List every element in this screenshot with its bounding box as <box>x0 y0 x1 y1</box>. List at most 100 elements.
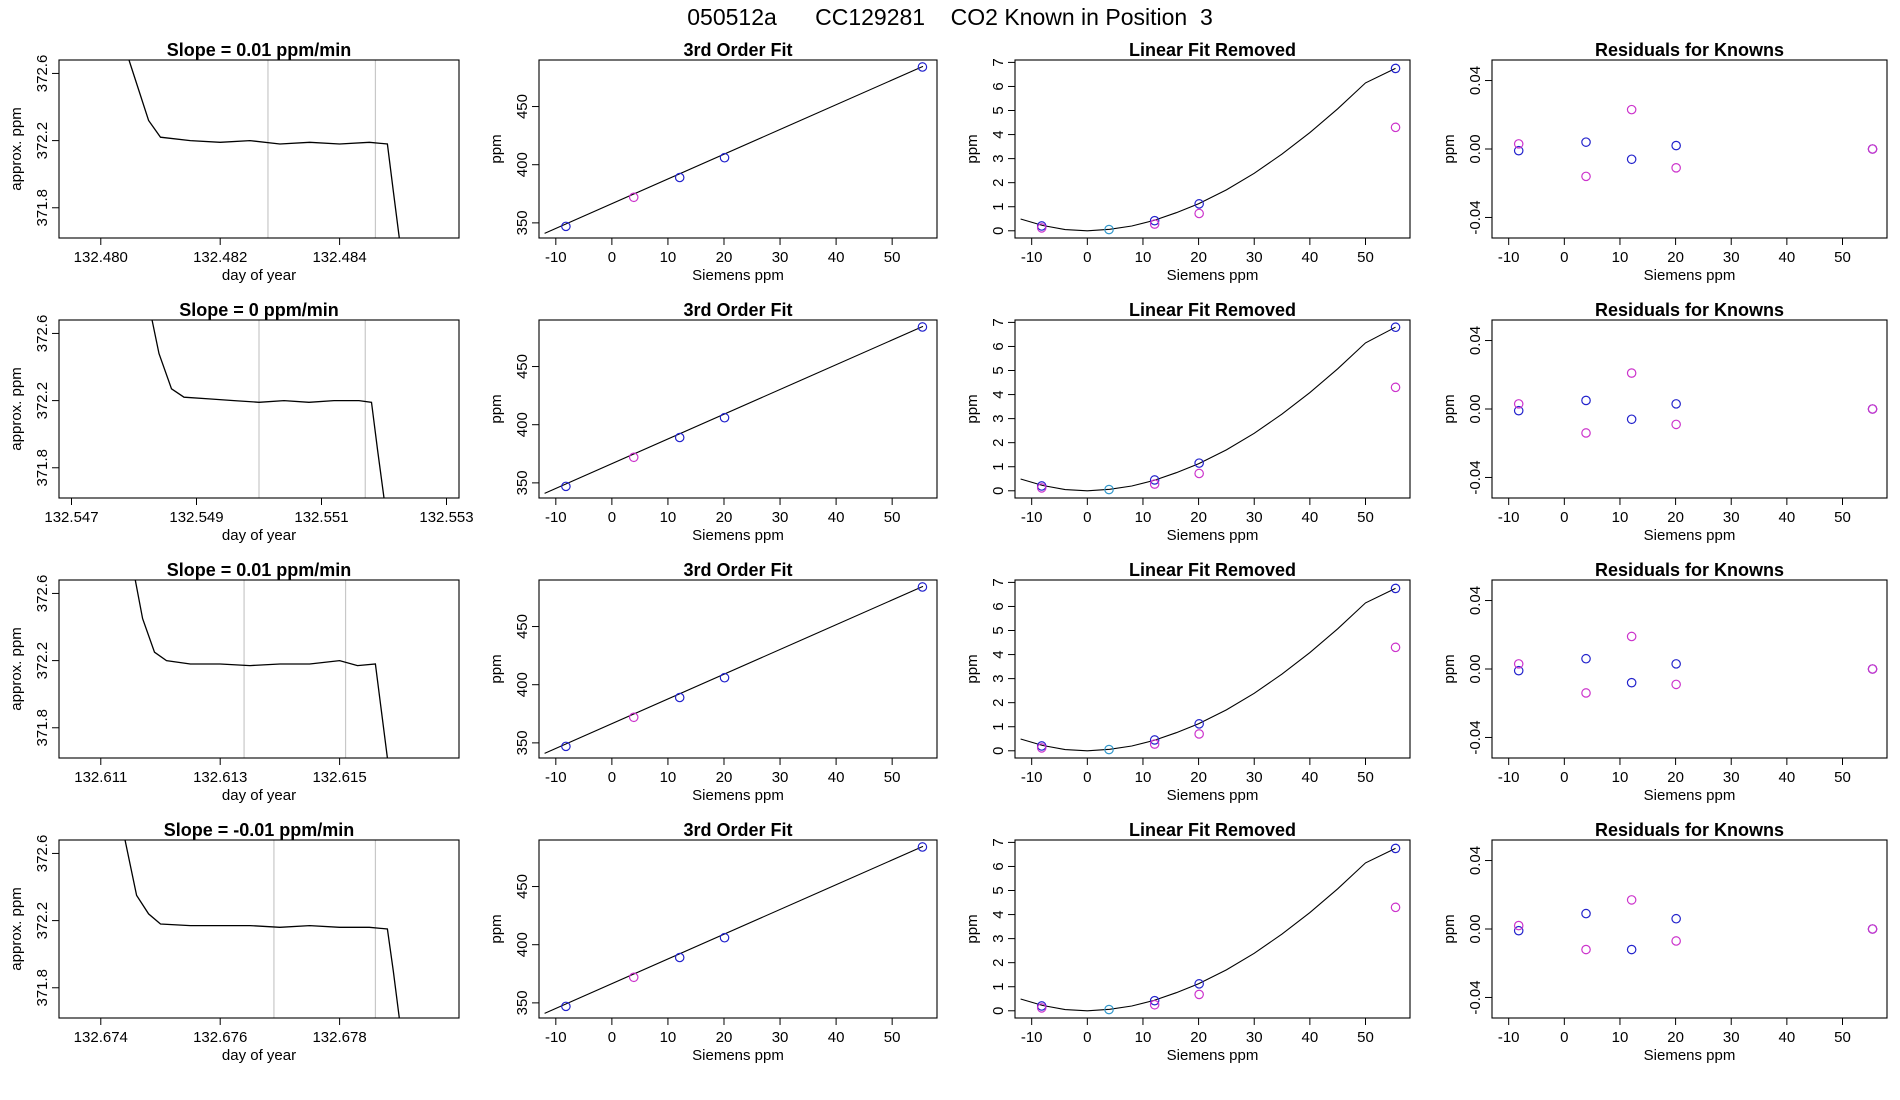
y-tick-label: 372.6 <box>34 835 51 873</box>
x-tick-label: 20 <box>716 249 733 266</box>
data-point <box>1194 729 1204 739</box>
data-point <box>674 172 685 183</box>
data-point <box>1194 989 1204 1000</box>
y-axis-label: approx. ppm <box>8 627 25 710</box>
data-point <box>1149 215 1160 226</box>
plot-area <box>124 840 400 1018</box>
fit-curve <box>1020 326 1396 492</box>
plot-area <box>1513 368 1878 438</box>
x-tick-label: 0 <box>1083 769 1091 786</box>
plot-area <box>1020 583 1401 755</box>
x-tick-label: 10 <box>660 509 677 526</box>
panel-title: Linear Fit Removed <box>1129 820 1296 840</box>
x-tick-label: -10 <box>1498 1029 1520 1046</box>
data-point <box>1581 428 1591 438</box>
data-point <box>1581 137 1591 147</box>
data-point <box>1036 483 1047 493</box>
x-tick-label: 10 <box>1135 1029 1152 1046</box>
x-tick-label: 50 <box>1357 1029 1374 1046</box>
y-axis-label: ppm <box>964 394 981 423</box>
panel-title: Slope = 0 ppm/min <box>179 300 339 320</box>
data-point <box>1581 653 1591 664</box>
data-point <box>561 1001 571 1012</box>
panel-title: Residuals for Knowns <box>1595 820 1784 840</box>
y-tick-label: 0.00 <box>1467 914 1484 943</box>
y-tick-label: 7 <box>990 838 1007 846</box>
x-tick-label: 132.674 <box>74 1029 128 1046</box>
x-tick-label: 30 <box>772 249 789 266</box>
y-tick-label: 450 <box>514 354 531 379</box>
figure-title: 050512a CC129281 CO2 Known in Position 3 <box>687 4 1213 30</box>
y-tick-label: 3 <box>990 674 1007 682</box>
data-point <box>1671 399 1681 409</box>
panel-title: 3rd Order Fit <box>683 40 792 60</box>
x-tick-label: 30 <box>1723 249 1740 266</box>
panel-4: Residuals for Knowns -10 0 10 20 30 40 50 -0.04 0… <box>1441 40 1888 284</box>
x-tick-label: 10 <box>660 769 677 786</box>
data-point <box>1513 665 1524 676</box>
y-tick-label: -0.04 <box>1467 720 1484 754</box>
y-tick-label: 372.2 <box>34 122 51 160</box>
x-tick-label: 132.484 <box>312 249 366 266</box>
data-point <box>628 972 639 983</box>
data-line <box>134 580 389 758</box>
x-tick-label: 30 <box>772 769 789 786</box>
fit-curve <box>1020 67 1396 232</box>
x-tick-label: 132.553 <box>419 509 473 526</box>
data-point <box>1194 979 1204 989</box>
data-point <box>1149 995 1160 1006</box>
x-tick-label: 10 <box>660 1029 677 1046</box>
x-tick-label: 132.482 <box>193 249 247 266</box>
panel-title: 3rd Order Fit <box>683 820 792 840</box>
data-point <box>1581 171 1591 182</box>
panel-16: Residuals for Knowns -10 0 10 20 30 40 50 -0.04 0… <box>1441 820 1888 1064</box>
data-point <box>1390 382 1401 393</box>
y-axis-label: ppm <box>964 914 981 943</box>
data-point <box>719 412 730 423</box>
panel-15: Linear Fit Removed -10 0 10 20 30 40 50 0 1 2 3 4 5 6 7… <box>964 820 1411 1064</box>
y-tick-label: 450 <box>514 614 531 639</box>
x-tick-label: 0 <box>1083 249 1091 266</box>
y-axis-label: ppm <box>1441 134 1458 163</box>
data-point <box>917 842 928 852</box>
plot-frame <box>538 59 938 239</box>
data-point <box>1390 642 1401 653</box>
data-point <box>719 672 730 683</box>
y-tick-label: 372.2 <box>34 902 51 940</box>
x-tick-label: 20 <box>1667 509 1684 526</box>
data-point <box>1671 913 1681 924</box>
plot-frame <box>1491 319 1888 499</box>
plot-frame <box>58 839 460 1019</box>
fit-curve <box>1020 847 1396 1012</box>
plot-frame <box>1014 839 1411 1019</box>
plot-frame <box>58 319 460 499</box>
plot-area <box>128 60 400 238</box>
x-tick-label: 40 <box>1302 509 1319 526</box>
x-tick-label: 40 <box>1779 769 1796 786</box>
data-point <box>1867 144 1878 154</box>
y-axis-label: ppm <box>488 654 505 683</box>
x-axis-label: Siemens ppm <box>1644 527 1736 544</box>
data-point <box>719 932 730 943</box>
x-tick-label: -10 <box>545 1029 567 1046</box>
x-tick-label: 0 <box>608 509 616 526</box>
data-point <box>1513 399 1524 409</box>
data-point <box>1581 908 1591 919</box>
x-axis-label: Siemens ppm <box>1167 267 1259 284</box>
y-axis-label: ppm <box>488 134 505 163</box>
data-point <box>1194 199 1204 209</box>
plot-frame <box>538 319 938 499</box>
x-tick-label: 132.480 <box>74 249 128 266</box>
x-tick-label: 10 <box>1612 1029 1629 1046</box>
panel-title: Slope = 0.01 ppm/min <box>167 560 352 580</box>
data-point <box>1581 395 1591 406</box>
y-tick-label: 6 <box>990 342 1007 350</box>
x-axis-label: Siemens ppm <box>692 1047 784 1064</box>
x-tick-label: 50 <box>1357 769 1374 786</box>
data-point <box>1194 458 1204 468</box>
data-point <box>628 192 639 203</box>
y-tick-label: 372.6 <box>34 55 51 93</box>
x-tick-label: 50 <box>1834 509 1851 526</box>
x-tick-label: 0 <box>1560 509 1568 526</box>
data-point <box>1194 468 1204 479</box>
